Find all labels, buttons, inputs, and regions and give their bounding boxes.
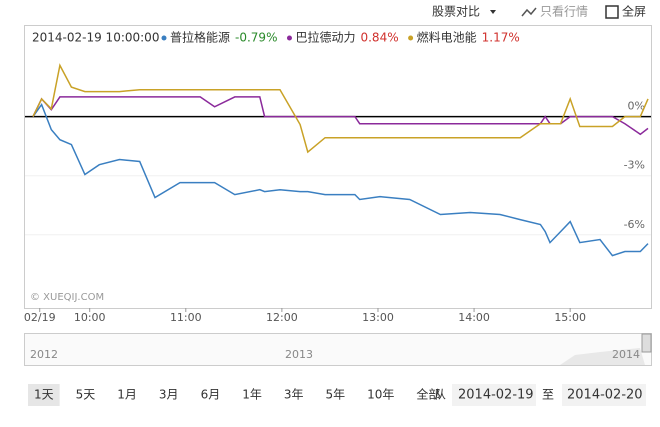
x-tick-label: 11:00 [170,311,202,324]
fullscreen-icon [605,5,619,19]
legend-value: -0.79% [235,31,277,45]
navigator-handle[interactable] [641,333,652,353]
y-tick-label: 0% [628,100,645,113]
from-input[interactable] [452,384,536,406]
to-date: 2014-02-20 [567,388,643,403]
to-input[interactable] [562,384,646,406]
x-tick-label: 10:00 [74,311,106,324]
dropdown-icon [490,10,496,14]
range-label: 3月 [159,388,179,402]
range-label: 5天 [76,388,96,402]
navigator-label: 2014 [612,348,640,361]
hover-time: 2014-02-19 10:00:00 [32,31,159,45]
from-date: 2014-02-19 [458,388,534,403]
y-tick-label: -3% [624,159,645,172]
watermark: © XUEQIJ.COM [30,292,104,303]
range-label: 1天 [34,388,54,402]
legend-dot [408,35,414,41]
x-tick-label: 12:00 [266,311,298,324]
to-label: 至 [542,388,554,402]
legend-value: 0.84% [360,31,398,45]
navigator-label: 2012 [30,348,58,361]
line-icon [521,7,537,17]
navigator[interactable] [24,333,652,366]
series-line [32,63,649,154]
range-buttons: 1天 5天 1月 3月 6月 1年 3年 5年 10年 全部 [28,384,440,406]
range-label: 10年 [367,388,394,402]
range-button[interactable] [28,384,60,406]
legend-value: 1.17% [482,31,520,45]
navigator-label: 2013 [285,348,313,361]
legend-name: 巴拉德动力 [295,30,355,45]
range-label: 3年 [284,388,304,402]
from-label: 从 [434,388,446,402]
quote-only[interactable]: 只看行情 [540,5,588,19]
range-label: 5年 [325,388,345,402]
y-tick-label: -6% [624,218,645,231]
range-label: 1月 [117,388,137,402]
series-line [32,103,649,257]
x-tick-label: 13:00 [362,311,394,324]
legend-name: 燃料电池能 [417,30,477,45]
legend-name: 普拉格能源 [170,30,230,45]
legend-dot [286,35,292,41]
range-label: 1年 [242,388,262,402]
compare-menu[interactable]: 股票对比 [432,5,480,19]
range-label: 6月 [201,388,221,402]
range-label: 全部 [416,387,440,402]
series-line [32,96,649,136]
x-tick-label: 14:00 [458,311,490,324]
fullscreen[interactable]: 全屏 [622,4,646,19]
chart-frame [24,25,652,309]
navigator-labels: 2012 2013 2014 [30,348,640,361]
x-tick-label: 15:00 [554,311,586,324]
x-tick-label: 02/19 [24,311,56,324]
legend-dot [161,35,167,41]
navigator-area [560,348,645,365]
